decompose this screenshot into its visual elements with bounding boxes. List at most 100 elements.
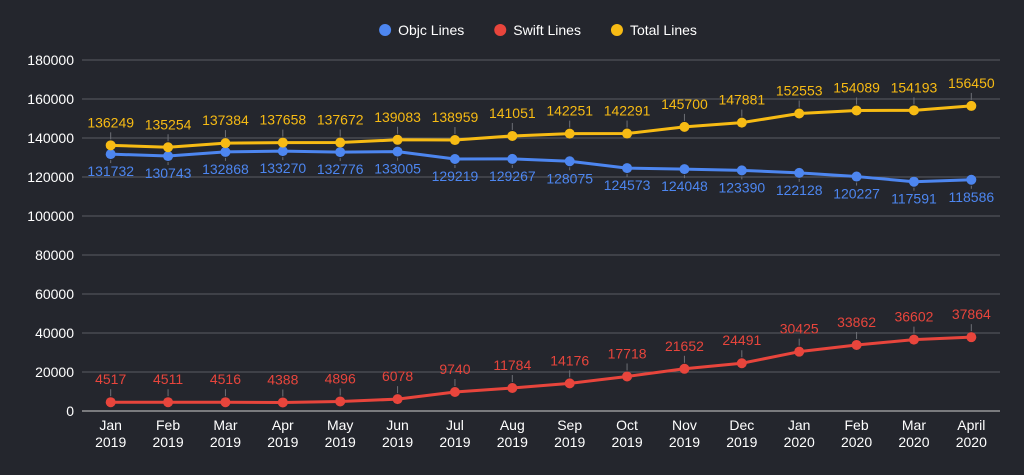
data-point[interactable] (220, 138, 231, 149)
legend-label: Objc Lines (398, 22, 464, 38)
data-label: 133270 (259, 160, 306, 176)
data-point[interactable] (163, 151, 174, 162)
x-tick-label-month: Oct (616, 417, 638, 433)
data-point[interactable] (966, 100, 977, 111)
x-tick-label-year: 2019 (726, 434, 757, 450)
data-point[interactable] (564, 128, 575, 139)
data-point[interactable] (564, 378, 575, 389)
data-point[interactable] (277, 146, 288, 157)
x-tick-label-month: Mar (213, 417, 237, 433)
data-label: 137672 (317, 112, 364, 128)
x-tick-label-year: 2019 (554, 434, 585, 450)
data-point[interactable] (851, 339, 862, 350)
data-point[interactable] (163, 142, 174, 153)
data-label: 129219 (432, 168, 479, 184)
data-point[interactable] (507, 130, 518, 141)
data-point[interactable] (966, 174, 977, 185)
data-label: 122128 (776, 182, 823, 198)
y-tick-label: 0 (66, 403, 74, 419)
x-tick-label-month: Aug (500, 417, 525, 433)
data-label: 4516 (210, 371, 241, 387)
data-point[interactable] (908, 334, 919, 345)
data-point[interactable] (277, 137, 288, 148)
data-label-layer: 131732 130743 132868 133270 132776 133005 1292… (87, 75, 995, 397)
data-point[interactable] (449, 387, 460, 398)
y-tick-label: 20000 (35, 364, 74, 380)
data-label: 17718 (608, 345, 647, 361)
data-point[interactable] (335, 396, 346, 407)
data-point[interactable] (507, 153, 518, 164)
x-tick-label-month: Sep (557, 417, 582, 433)
data-point[interactable] (622, 128, 633, 139)
data-point[interactable] (794, 167, 805, 178)
data-point[interactable] (105, 140, 116, 151)
x-tick-label-year: 2019 (669, 434, 700, 450)
data-label: 4896 (325, 370, 356, 386)
data-label: 117591 (891, 191, 937, 207)
data-label: 138959 (432, 109, 479, 125)
series-line-total-lines (110, 104, 972, 149)
data-label: 120227 (833, 186, 880, 202)
data-point[interactable] (966, 332, 977, 343)
data-label: 137658 (259, 112, 306, 128)
data-point[interactable] (335, 147, 346, 158)
data-point[interactable] (736, 117, 747, 128)
y-tick-label: 40000 (35, 325, 74, 341)
data-point[interactable] (851, 171, 862, 182)
data-point[interactable] (449, 135, 460, 146)
data-label: 123390 (718, 179, 765, 195)
legend-marker (494, 24, 507, 36)
data-point[interactable] (220, 146, 231, 157)
data-point[interactable] (908, 105, 919, 116)
x-tick-label-year: 2019 (382, 434, 413, 450)
data-point[interactable] (392, 134, 403, 145)
data-point[interactable] (277, 397, 288, 408)
data-point[interactable] (392, 394, 403, 405)
legend-item-objc-lines[interactable]: Objc Lines (379, 22, 464, 38)
data-point[interactable] (736, 358, 747, 369)
data-label: 129267 (489, 168, 536, 184)
x-tick-label-year: 2020 (841, 434, 872, 450)
legend-item-total-lines[interactable]: Total Lines (610, 22, 697, 38)
data-point[interactable] (220, 397, 231, 408)
data-point[interactable] (449, 154, 460, 165)
data-point[interactable] (622, 163, 633, 174)
data-point[interactable] (908, 176, 919, 187)
data-point[interactable] (851, 105, 862, 116)
data-label: 137384 (202, 112, 249, 128)
x-tick-label-year: 2019 (152, 434, 183, 450)
data-point[interactable] (335, 137, 346, 148)
x-tick-label-month: Nov (672, 417, 697, 433)
data-point[interactable] (163, 397, 174, 408)
data-label: 142251 (546, 103, 593, 119)
data-point[interactable] (564, 156, 575, 167)
data-label: 4511 (153, 371, 183, 387)
x-tick-label-month: Apr (272, 417, 294, 433)
data-point[interactable] (679, 121, 690, 132)
series-layer (105, 100, 977, 408)
x-tick-label-month: Mar (902, 417, 926, 433)
y-tick-label: 160000 (27, 91, 74, 107)
x-tick-label-month: Dec (729, 417, 754, 433)
data-point[interactable] (622, 371, 633, 382)
series-line-objc-lines (110, 149, 972, 184)
x-tick-label-month: Feb (845, 417, 869, 433)
data-label: 152553 (776, 83, 823, 99)
data-point[interactable] (794, 108, 805, 119)
data-label: 124573 (604, 177, 651, 193)
legend[interactable]: Objc Lines Swift Lines Total Lines (379, 22, 697, 38)
data-point[interactable] (507, 383, 518, 394)
data-point[interactable] (105, 149, 116, 160)
data-point[interactable] (105, 397, 116, 408)
data-point[interactable] (392, 146, 403, 157)
data-point[interactable] (794, 346, 805, 357)
legend-item-swift-lines[interactable]: Swift Lines (494, 22, 581, 38)
data-point[interactable] (736, 165, 747, 176)
legend-label: Total Lines (630, 22, 697, 38)
data-label: 9740 (439, 361, 470, 377)
data-point[interactable] (679, 164, 690, 175)
data-label: 141051 (489, 105, 536, 121)
data-label: 11784 (493, 357, 531, 373)
data-label: 154193 (891, 79, 938, 95)
data-point[interactable] (679, 363, 690, 374)
